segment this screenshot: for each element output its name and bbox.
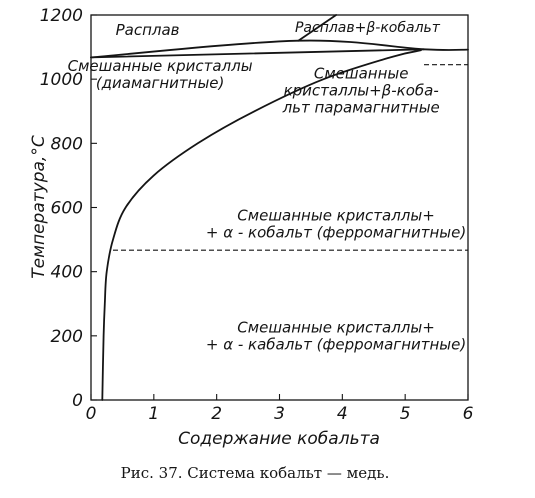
x-tick-label-0: 0 [86,404,97,424]
phase-region-labels: Расплав Расплав+β-кобальт Смешанные криста… [68,20,467,354]
region-label-3-line-1: кристаллы+β-коба- [284,82,439,100]
magnetic-transition-lines [112,64,468,251]
y-axis-label: Температура,°С [29,135,49,279]
phase-boundary-1 [90,39,469,59]
y-tick-label-4: 800 [51,134,83,154]
x-axis-label: Содержание кобальта [178,429,380,449]
phase-boundary-3 [297,14,337,42]
region-label-4-line-0: Смешанные кристаллы+ [237,206,434,224]
phase-boundary-0 [101,49,422,401]
phase-boundaries [90,14,469,401]
region-label-5-line-0: Смешанные кристаллы+ [237,319,434,337]
y-tick-label-2: 400 [51,263,83,283]
region-label-3-line-0: Смешанные [314,65,409,83]
region-label-4-line-1: + α - кобальт (ферромагнитные) [206,223,466,241]
region-label-0-line-0: Расплав [116,21,180,39]
x-tick-label-4: 4 [337,404,348,424]
x-tick-label-6: 6 [463,404,474,424]
region-label-3-line-2: льт парамагнитные [282,99,440,117]
region-label-5-line-1: + α - кабальт (ферромагнитные) [206,336,466,354]
x-tick-labels: 0 1 2 3 4 5 6 [86,404,474,424]
y-tick-labels: 0 200 400 600 800 1000 1200 [40,6,83,411]
x-tick-label-2: 2 [211,404,222,424]
region-label-2-line-0: Смешанные кристаллы [68,57,253,75]
phase-boundary-2 [90,48,425,59]
x-tick-label-1: 1 [148,404,159,424]
region-label-2-line-1: (диамагнитные) [96,74,225,92]
x-tick-label-5: 5 [400,404,411,424]
figure-caption: Рис. 37. Система кобальт — медь. [121,464,390,482]
axis-ticks [90,14,469,401]
region-label-1-line-0: Расплав+β-кобальт [295,20,441,36]
y-tick-label-0: 0 [72,391,83,411]
y-tick-label-5: 1000 [40,70,83,90]
y-tick-label-3: 600 [51,199,83,219]
y-tick-label-1: 200 [51,327,83,347]
y-tick-label-6: 1200 [40,6,83,26]
x-tick-label-3: 3 [274,404,285,424]
